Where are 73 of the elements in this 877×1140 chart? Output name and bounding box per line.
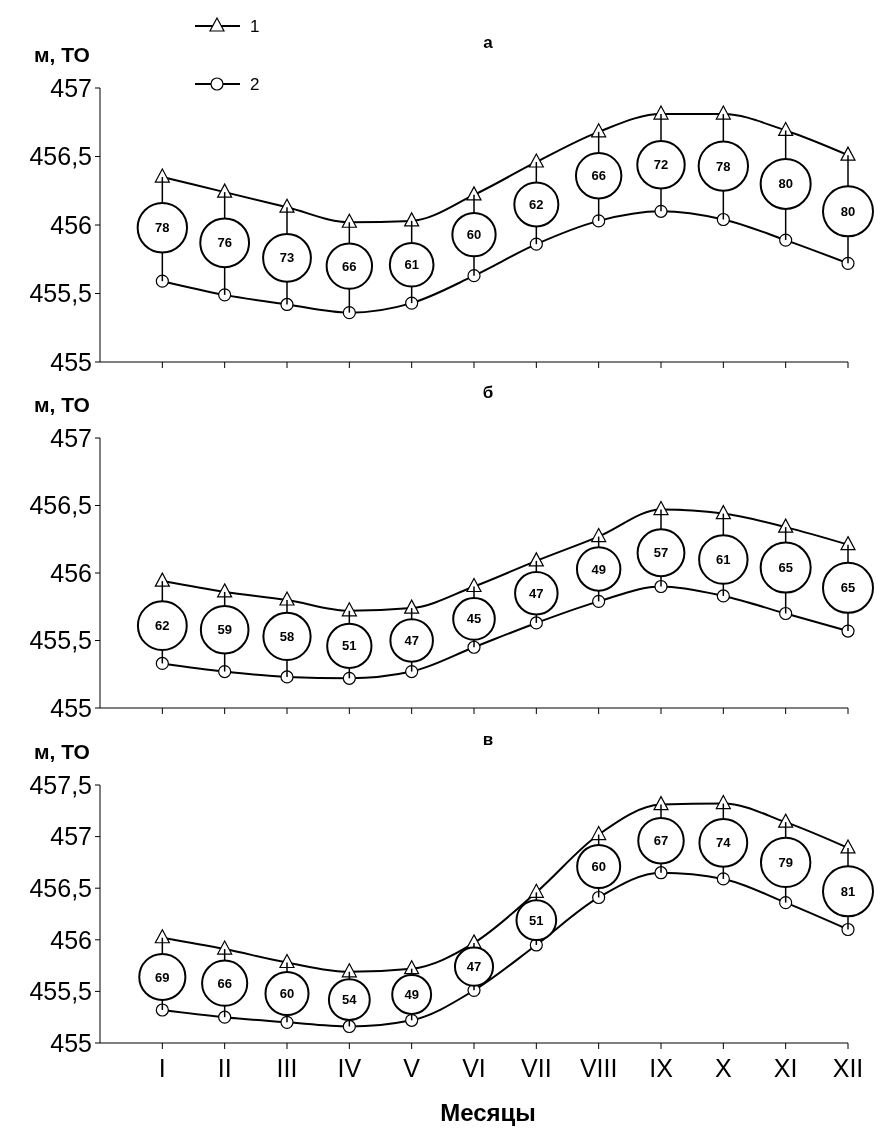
annotation: 66	[217, 975, 232, 991]
y-tick-label: 457	[50, 73, 92, 102]
annotation: 69	[155, 969, 170, 985]
annotation: 60	[466, 227, 482, 243]
y-axis-title: м, ТО	[34, 43, 90, 66]
annotation: 57	[653, 545, 669, 561]
x-tick-label: IV	[337, 1054, 362, 1082]
annotation: 66	[342, 258, 357, 274]
x-tick-label: XII	[832, 1054, 864, 1082]
x-tick-label: XI	[773, 1054, 798, 1082]
annotation: 79	[778, 854, 793, 870]
annotation: 59	[217, 622, 232, 638]
y-tick-label: 455	[50, 693, 92, 722]
y-tick-label: 456,5	[29, 873, 92, 902]
y-tick-label: 457	[50, 822, 92, 851]
x-tick-label: X	[714, 1054, 732, 1082]
x-tick-label: II	[217, 1054, 232, 1082]
x-tick-label: VI	[462, 1054, 486, 1082]
y-tick-label: 456	[50, 210, 92, 239]
y-tick-label: 455,5	[29, 279, 92, 308]
annotation: 51	[342, 638, 357, 654]
annotation: 62	[155, 618, 170, 634]
chart-title: а	[483, 33, 494, 52]
y-tick-label: 456	[50, 558, 92, 587]
y-tick-label: 455	[50, 1028, 92, 1057]
x-tick-label: I	[158, 1054, 166, 1082]
x-tick-label: V	[403, 1054, 421, 1082]
annotation: 58	[279, 629, 295, 644]
chart-title: б	[482, 383, 494, 402]
annotation: 78	[155, 220, 170, 236]
y-tick-label: 455	[50, 347, 92, 376]
x-tick-label: VIII	[579, 1054, 618, 1082]
y-tick-label: 455,5	[29, 977, 92, 1006]
annotation: 76	[217, 235, 232, 251]
annotation: 62	[529, 197, 544, 212]
annotation: 54	[342, 992, 358, 1008]
annotation: 73	[279, 250, 295, 266]
annotation: 60	[279, 986, 295, 1002]
y-tick-label: 456,5	[29, 491, 92, 520]
y-axis-title: м, ТО	[34, 740, 90, 763]
annotation: 67	[653, 833, 669, 849]
annotation: 65	[840, 580, 856, 596]
annotation: 81	[840, 883, 856, 899]
annotation: 66	[591, 168, 606, 184]
annotation: 49	[591, 561, 606, 577]
annotation: 61	[716, 552, 731, 568]
x-tick-label: VII	[521, 1054, 552, 1082]
chart-title: в	[482, 730, 494, 749]
y-tick-label: 457	[50, 423, 92, 452]
legend-label: 2	[250, 74, 260, 94]
annotation: 74	[716, 835, 732, 851]
annotation: 80	[840, 203, 856, 219]
y-axis-title: м, ТО	[34, 393, 90, 416]
annotation: 47	[466, 959, 482, 975]
x-axis-title: Месяцы	[440, 1099, 536, 1126]
legend-label: 1	[250, 16, 260, 36]
annotation: 47	[529, 585, 544, 601]
y-tick-label: 456,5	[29, 142, 92, 171]
annotation: 72	[653, 157, 669, 173]
annotation: 78	[716, 158, 731, 174]
annotation: 49	[404, 987, 419, 1003]
annotation: 80	[778, 176, 793, 192]
annotation: 60	[591, 859, 606, 875]
y-tick-label: 455,5	[29, 626, 92, 655]
annotation: 45	[466, 611, 482, 627]
x-tick-label: III	[276, 1054, 298, 1082]
x-tick-label: IX	[649, 1054, 674, 1082]
annotation: 51	[529, 912, 544, 928]
annotation: 47	[404, 633, 419, 649]
y-tick-label: 456	[50, 925, 92, 954]
y-tick-label: 457,5	[29, 770, 92, 799]
annotation: 65	[778, 560, 793, 576]
annotation: 61	[404, 257, 419, 273]
